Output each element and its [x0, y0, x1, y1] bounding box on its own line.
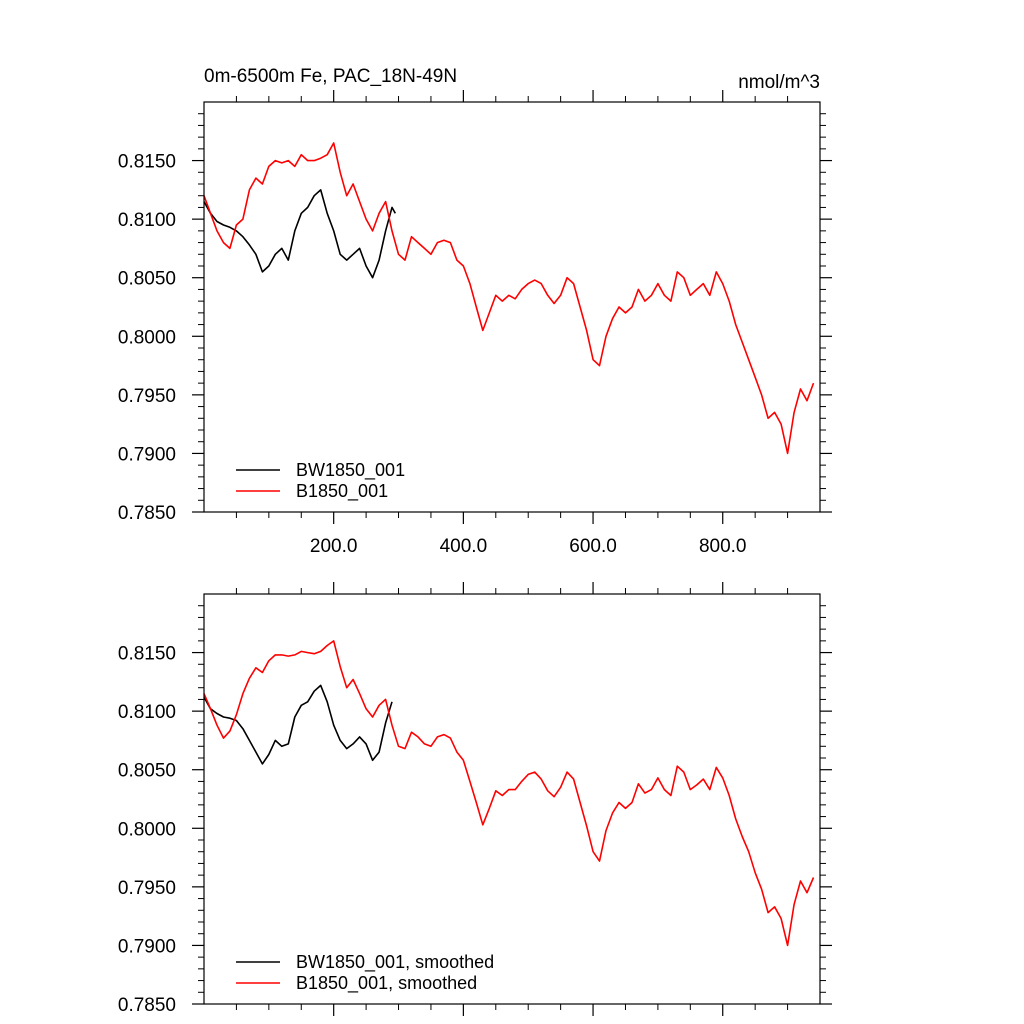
bottom-panel-legend: BW1850_001, smoothed B1850_001, smoothed	[236, 952, 494, 994]
y-tick-label: 0.8150	[118, 152, 176, 173]
y-tick-label: 0.8100	[118, 702, 176, 723]
y-tick-label: 0.8150	[118, 644, 176, 665]
top-panel-legend: BW1850_001 B1850_001	[236, 460, 405, 502]
bottom-panel-ticks: 0.7850 0.7900 0.7950 0.8000 0.8050 0.8100 0.81…	[118, 582, 832, 1016]
top-panel-frame	[203, 101, 821, 513]
legend-label-bw1850: BW1850_001	[296, 460, 405, 481]
y-tick-label: 0.7850	[118, 995, 176, 1016]
y-tick-label: 0.8050	[118, 269, 176, 290]
y-tick-label: 0.7850	[118, 503, 176, 524]
legend-label-b1850: B1850_001	[296, 481, 388, 502]
series-line-b1850-001-smoothed	[203, 640, 815, 947]
x-tick-label: 600.0	[569, 536, 617, 557]
bottom-panel-series	[203, 640, 815, 947]
legend-label-b1850-smoothed: B1850_001, smoothed	[296, 973, 477, 994]
top-panel-series	[203, 142, 815, 455]
bottom-panel-frame	[203, 593, 821, 1005]
y-tick-label: 0.7900	[118, 936, 176, 957]
x-tick-label: 400.0	[440, 536, 488, 557]
y-tick-label: 0.8050	[118, 761, 176, 782]
top-panel: 0m-6500m Fe, PAC_18N-49N nmol/m^3 200.0 4…	[118, 66, 832, 557]
y-tick-label: 0.8000	[118, 819, 176, 840]
chart-title: 0m-6500m Fe, PAC_18N-49N	[204, 66, 457, 87]
y-tick-label: 0.8000	[118, 327, 176, 348]
series-line-b1850-001	[203, 142, 815, 455]
units-label: nmol/m^3	[738, 72, 820, 93]
y-tick-label: 0.7950	[118, 386, 176, 407]
y-tick-label: 0.7950	[118, 878, 176, 899]
x-tick-label: 200.0	[310, 536, 358, 557]
legend-label-bw1850-smoothed: BW1850_001, smoothed	[296, 952, 494, 973]
bottom-panel: 0.7850 0.7900 0.7950 0.8000 0.8050 0.8100 0.81…	[118, 582, 832, 1016]
y-tick-label: 0.8100	[118, 210, 176, 231]
series-line-bw1850-001	[203, 189, 396, 279]
series-line-bw1850-001-smoothed	[203, 684, 393, 765]
x-tick-label: 800.0	[699, 536, 747, 557]
top-panel-ticks: 200.0 400.0 600.0 800.0 0.7850 0.7900 0.7950 0.…	[118, 90, 832, 557]
y-tick-label: 0.7900	[118, 444, 176, 465]
